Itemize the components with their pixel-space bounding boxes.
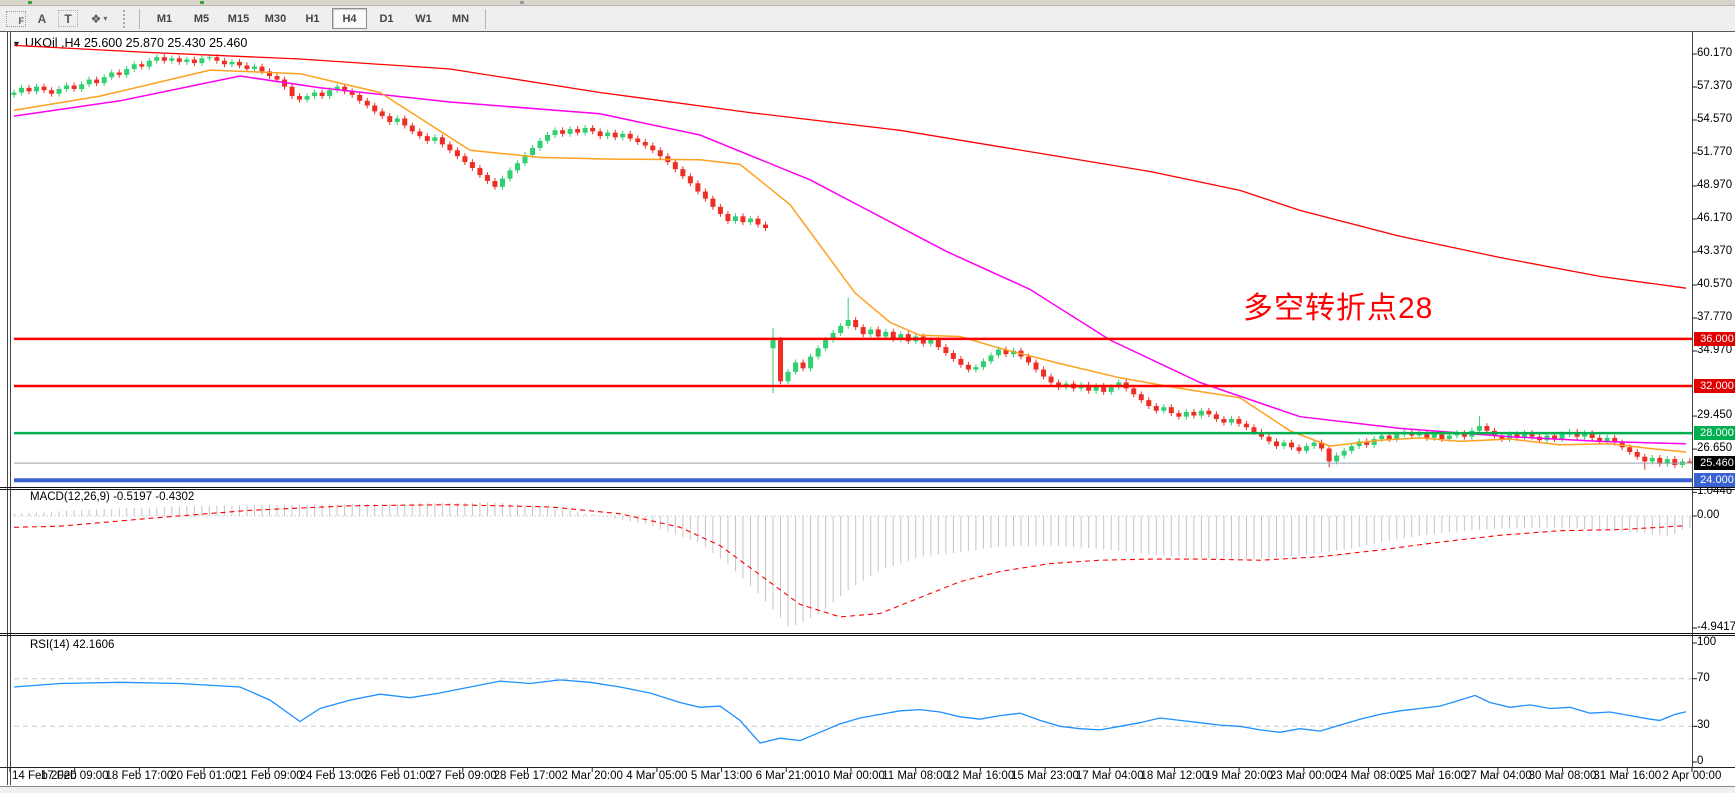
toolbar-separator	[485, 8, 486, 29]
symbol-ohlc-readout: UKOil ,H4 25.600 25.870 25.430 25.460	[24, 36, 248, 50]
timeframe-button-d1[interactable]: D1	[379, 12, 394, 25]
macd-tick-label: 1.0446	[1697, 485, 1733, 498]
price-marker-36.000: 36.000	[1694, 331, 1735, 346]
time-label: 10 Mar 00:00	[817, 770, 885, 782]
chart-canvas[interactable]	[0, 31, 1735, 793]
price-tick-label: 54.570	[1697, 113, 1733, 125]
text-box-tool-button[interactable]: T	[58, 10, 78, 27]
red-ma-line	[13, 44, 1687, 289]
price-marker-28.000: 28.000	[1694, 426, 1735, 441]
time-label: 11 Mar 08:00	[882, 770, 950, 782]
timeframe-button-mn[interactable]: MN	[451, 12, 470, 25]
time-label: 24 Mar 08:00	[1334, 770, 1403, 782]
time-label: 4 Mar 05:00	[626, 770, 688, 782]
text-label-tool-button[interactable]: A	[37, 11, 47, 26]
price-tick-label: 48.970	[1697, 179, 1733, 191]
timeframe-button-m30[interactable]: M30	[264, 12, 287, 25]
time-label: 20 Feb 01:00	[170, 770, 238, 782]
timeframe-button-m5[interactable]: M5	[193, 12, 210, 25]
time-label: 24 Feb 13:00	[299, 770, 368, 782]
window-edge-speck	[28, 1, 32, 4]
time-label: 5 Mar 13:00	[690, 770, 753, 782]
price-tick-label: 60.170	[1697, 47, 1733, 59]
time-label: 23 Mar 00:00	[1269, 770, 1338, 782]
time-label: 18 Feb 17:00	[105, 770, 174, 782]
price-tick-label: 57.370	[1697, 80, 1733, 92]
shapes-tool-button[interactable]: ❖ ▾	[80, 7, 118, 30]
window-bottom-edge	[0, 786, 1735, 793]
rsi-tick-label: 30	[1697, 719, 1710, 732]
toolbar-separator	[139, 8, 140, 29]
chart-window[interactable]: ▼ UKOil ,H4 25.600 25.870 25.430 25.460 多…	[0, 31, 1735, 793]
rsi-tick-label: 70	[1697, 671, 1710, 684]
time-label: 31 Mar 16:00	[1593, 770, 1662, 782]
timeframe-button-w1[interactable]: W1	[415, 12, 432, 25]
price-marker-32.000: 32.000	[1694, 379, 1735, 393]
time-label: 17 Feb 09:00	[40, 770, 109, 782]
time-label: 27 Mar 04:00	[1463, 770, 1532, 782]
time-label: 26 Feb 01:00	[364, 770, 433, 782]
time-label: 18 Mar 12:00	[1140, 770, 1209, 782]
orange-ma-line	[13, 69, 1687, 453]
macd-indicator-label: MACD(12,26,9) -0.5197 -0.4302	[30, 491, 195, 503]
time-label: 6 Mar 21:00	[755, 770, 817, 782]
price-marker-24.000: 24.000	[1694, 473, 1735, 488]
macd-tick-label: 0.00	[1697, 509, 1720, 521]
price-tick-label: 40.570	[1697, 278, 1733, 290]
time-label: 21 Feb 09:00	[234, 770, 303, 782]
chevron-down-icon: ▾	[103, 14, 108, 23]
time-label: 30 Mar 08:00	[1528, 770, 1597, 782]
timeframe-button-m1[interactable]: M1	[156, 12, 173, 25]
timeframe-toolbar: M1 M5 M15 M30 H1 H4 D1 W1 MN	[146, 8, 479, 29]
timeframe-button-h1[interactable]: H1	[305, 12, 320, 25]
macd-tick-label: -4.9417	[1697, 621, 1735, 634]
shapes-icon: ❖	[90, 11, 102, 26]
rsi-tick-label: 100	[1697, 636, 1717, 648]
time-label: 19 Mar 20:00	[1205, 770, 1273, 782]
price-marker-25.460: 25.460	[1694, 456, 1735, 471]
annotation-text: 多空转折点28	[1243, 292, 1434, 325]
price-tick-label: 29.450	[1697, 409, 1733, 422]
window-edge-speck	[520, 1, 524, 4]
time-label: 14 Feb 2020	[12, 770, 77, 782]
timeframe-button-h4[interactable]: H4	[332, 8, 367, 29]
window-edge-speck	[200, 1, 204, 4]
price-tick-label: 26.650	[1697, 442, 1733, 455]
price-tick-label: 43.370	[1697, 245, 1733, 257]
rsi-indicator-label: RSI(14) 42.1606	[30, 639, 115, 651]
time-label: 15 Mar 23:00	[1011, 770, 1079, 782]
candles-layer	[11, 54, 1693, 470]
toolbar: F A T ❖ ▾ M1 M5 M15 M30 H1 H4 D1 W1 MN	[0, 6, 1735, 32]
time-label: 27 Feb 09:00	[428, 770, 497, 782]
rsi-line	[13, 679, 1687, 744]
window-top-edge	[0, 0, 1735, 6]
macd-signal-line	[13, 504, 1687, 618]
symbol-dropdown-icon[interactable]: ▼	[12, 39, 21, 49]
time-label: 17 Mar 04:00	[1075, 770, 1144, 782]
grid-f-tool-button[interactable]: F	[6, 10, 26, 27]
magenta-ma-line	[13, 75, 1687, 445]
time-label: 2 Mar 20:00	[561, 770, 623, 782]
timeframe-button-m15[interactable]: M15	[227, 12, 250, 25]
price-tick-label: 37.770	[1697, 311, 1733, 323]
chart-title: ▼ UKOil ,H4 25.600 25.870 25.430 25.460	[12, 36, 247, 50]
price-tick-label: 46.170	[1697, 212, 1733, 224]
time-label: 28 Feb 17:00	[493, 770, 562, 782]
time-label: 2 Apr 00:00	[1662, 770, 1722, 782]
price-tick-label: 34.970	[1697, 344, 1733, 356]
macd-histogram	[13, 502, 1691, 626]
rsi-tick-label: 0	[1697, 755, 1704, 767]
toolbar-drag-handle[interactable]	[123, 9, 129, 28]
price-tick-label: 51.770	[1697, 146, 1733, 158]
time-label: 25 Mar 16:00	[1399, 770, 1468, 782]
time-label: 12 Mar 16:00	[946, 770, 1015, 782]
